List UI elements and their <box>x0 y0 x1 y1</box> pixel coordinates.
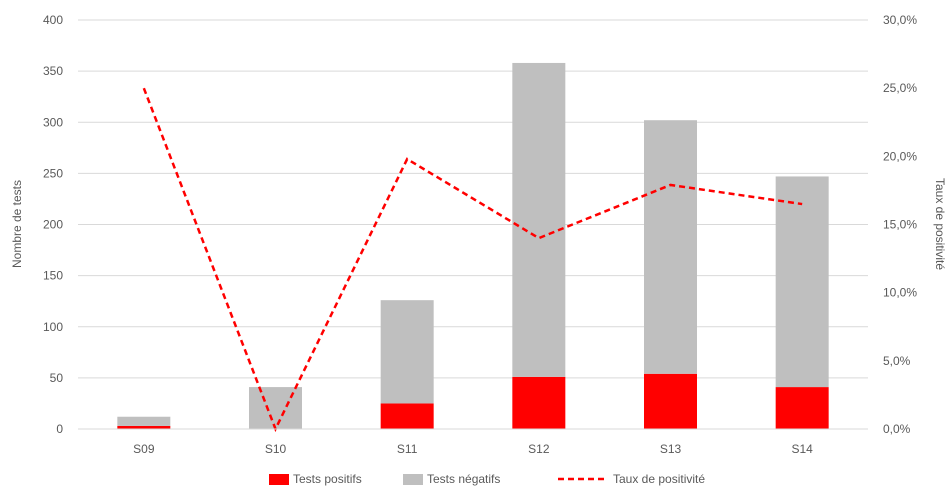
y-tick-label-right: 5,0% <box>883 354 911 368</box>
bar-tests-positifs <box>117 425 171 429</box>
x-tick-label: S09 <box>133 442 155 456</box>
bar-tests-positifs <box>644 373 697 429</box>
x-tick-label: S12 <box>528 442 550 456</box>
x-tick-label: S14 <box>791 442 813 456</box>
axes: 0 50 100 150 200 250 300 350 400 0,0% 5,0% 10,0% 15,… <box>43 13 917 456</box>
legend: Tests positifs Tests négatifs Taux de posi… <box>269 472 705 486</box>
y-tick-label-left: 0 <box>56 422 63 436</box>
y-tick-label-right: 30,0% <box>883 13 917 27</box>
y-tick-label-right: 15,0% <box>883 218 917 232</box>
y-tick-label-left: 50 <box>50 371 64 385</box>
legend-swatch <box>403 474 423 485</box>
bar-tests-positifs <box>512 376 566 429</box>
line-taux-de-positivite <box>142 87 803 433</box>
bar-tests-negatifs <box>512 62 566 377</box>
legend-swatch <box>269 474 289 485</box>
bar-tests-negatifs <box>775 176 829 388</box>
y-axis-title-right: Taux de positivité <box>933 178 946 270</box>
y-tick-label-left: 250 <box>43 166 63 180</box>
legend-label: Taux de positivité <box>613 472 705 486</box>
bar-tests-negatifs <box>117 416 171 426</box>
x-tick-label: S13 <box>660 442 682 456</box>
bars <box>117 62 829 429</box>
y-tick-label-left: 400 <box>43 13 63 27</box>
y-tick-label-left: 300 <box>43 115 63 129</box>
bar-tests-positifs <box>775 387 829 429</box>
positivity-line <box>142 87 803 433</box>
y-tick-label-right: 20,0% <box>883 149 917 163</box>
gridlines <box>78 19 868 379</box>
y-tick-label-left: 150 <box>43 269 63 283</box>
x-tick-label: S10 <box>265 442 287 456</box>
y-tick-label-right: 10,0% <box>883 286 917 300</box>
y-tick-label-right: 0,0% <box>883 422 911 436</box>
bar-tests-positifs <box>380 403 434 429</box>
bar-tests-negatifs <box>644 120 697 374</box>
y-tick-label-right: 25,0% <box>883 81 917 95</box>
legend-label: Tests négatifs <box>427 472 500 486</box>
y-tick-label-left: 350 <box>43 64 63 78</box>
y-tick-label-left: 200 <box>43 218 63 232</box>
bar-tests-negatifs <box>380 300 434 404</box>
legend-label: Tests positifs <box>293 472 362 486</box>
y-tick-label-left: 100 <box>43 320 63 334</box>
y-axis-title-left: Nombre de tests <box>10 180 24 268</box>
x-tick-label: S11 <box>397 442 418 456</box>
